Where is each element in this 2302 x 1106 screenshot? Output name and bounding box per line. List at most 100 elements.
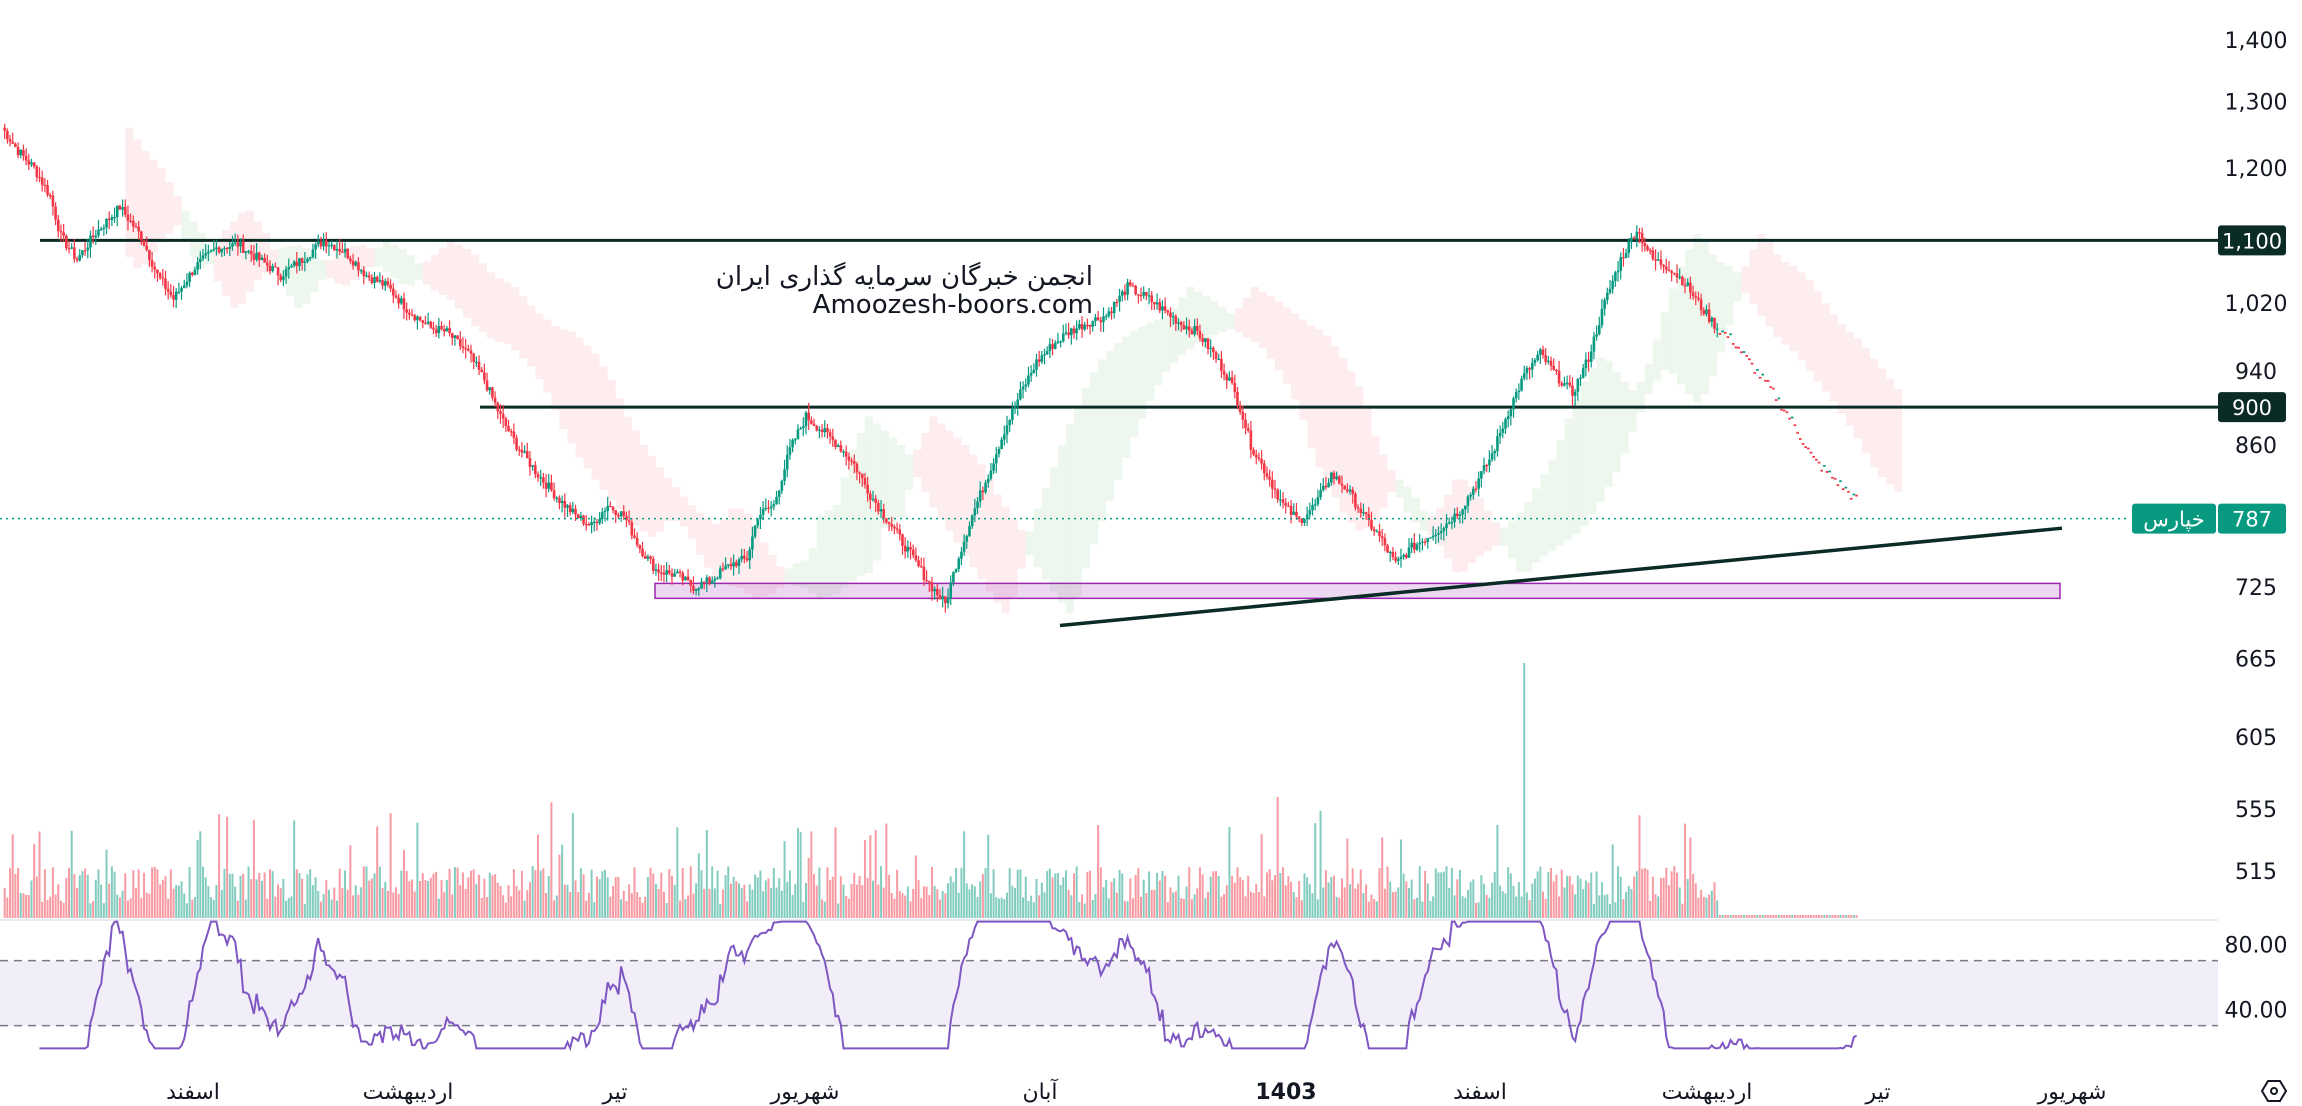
candle-body xyxy=(633,535,636,538)
volume-bar xyxy=(1056,873,1059,918)
candle-body xyxy=(705,577,709,583)
candle-body xyxy=(266,262,269,266)
volume-bar xyxy=(1721,915,1724,918)
volume-bar xyxy=(1215,871,1218,918)
candle-body xyxy=(46,185,49,195)
cloud-segment xyxy=(237,212,246,304)
candle-body xyxy=(1228,377,1231,381)
time-axis[interactable]: اسفند اردیبهشت تیر شهریور آبان 1403 اسفند اردیب… xyxy=(166,1078,2106,1105)
candle-body xyxy=(1453,513,1456,523)
candle-body xyxy=(1204,338,1207,342)
settings-icon[interactable] xyxy=(2260,1080,2288,1102)
volume-bar xyxy=(1606,894,1609,918)
candle-body xyxy=(1169,312,1172,318)
volume-bar xyxy=(129,898,132,918)
cloud-segment xyxy=(1178,297,1187,356)
candle-body xyxy=(938,595,942,600)
candle-body xyxy=(930,582,934,592)
volume-bar xyxy=(845,895,848,918)
candle-body xyxy=(354,262,358,266)
volume-bar xyxy=(644,896,647,918)
volume-bar xyxy=(1777,915,1780,918)
candle-body xyxy=(472,353,475,362)
candle-body xyxy=(1083,324,1087,330)
candle-body xyxy=(1437,533,1440,535)
candle-body xyxy=(611,506,615,511)
volume-bar xyxy=(1239,877,1242,918)
candle-body xyxy=(1268,476,1271,480)
candle-body xyxy=(799,428,802,430)
candle-body xyxy=(914,555,918,561)
volume-bar xyxy=(1831,915,1834,918)
trendline[interactable] xyxy=(1059,526,2063,628)
volume-bar xyxy=(1247,875,1250,918)
candle-body xyxy=(729,564,733,567)
candle-body xyxy=(65,235,68,249)
candle-body xyxy=(874,498,877,503)
candle-body xyxy=(27,160,31,165)
candle-body xyxy=(670,573,674,577)
candle-body xyxy=(501,413,505,419)
cloud-segment xyxy=(1451,479,1460,573)
volume-bar xyxy=(3,887,6,918)
cloud-segment xyxy=(1098,359,1107,522)
price-axis[interactable]: 1,4001,3001,2001,02094086072566560555551… xyxy=(2225,29,2288,885)
volume-bar xyxy=(1257,892,1260,918)
cloud-segment xyxy=(1588,368,1597,515)
horizontal-levels[interactable] xyxy=(40,238,2218,409)
candle-body xyxy=(520,449,524,453)
candle-body xyxy=(933,589,936,592)
cloud-segment xyxy=(655,467,664,532)
volume-bar xyxy=(1509,873,1512,918)
volume-bar xyxy=(1718,915,1721,918)
volume-bar xyxy=(842,884,845,918)
candle-body xyxy=(1147,295,1151,297)
volume-bar xyxy=(628,884,631,918)
cloud-segment xyxy=(1009,518,1018,597)
candle-body xyxy=(1335,476,1338,479)
volume-bar xyxy=(920,897,923,918)
candle-body xyxy=(413,315,417,321)
volume-bar xyxy=(378,866,381,918)
volume-bar xyxy=(1525,892,1528,918)
candle-body xyxy=(718,568,722,579)
volume-bar xyxy=(1456,879,1459,918)
candle-body xyxy=(185,281,189,286)
candle-body xyxy=(81,250,84,256)
candle-body xyxy=(852,460,856,464)
trendline-line[interactable] xyxy=(1059,526,2063,628)
settings-icon-wrap[interactable] xyxy=(2260,1080,2288,1102)
volume-bar xyxy=(756,877,759,918)
volume-bar xyxy=(1367,901,1370,918)
candle-body xyxy=(643,556,647,559)
volume-bar xyxy=(279,888,282,918)
volume-bar xyxy=(1014,887,1017,918)
volume-bar xyxy=(703,888,706,918)
cloud-segment xyxy=(1540,474,1549,557)
volume-bar xyxy=(1544,898,1547,918)
candle-body xyxy=(19,150,23,156)
candle-body xyxy=(1691,292,1695,297)
cloud-segment xyxy=(712,524,721,579)
candle-body xyxy=(984,482,987,493)
candle-body xyxy=(871,498,875,500)
candle-body xyxy=(400,298,403,304)
level-price-tag-label: 900 xyxy=(2232,396,2272,420)
candle-body xyxy=(1415,544,1419,550)
volume-bar xyxy=(1265,872,1268,918)
volume-bar xyxy=(579,868,582,918)
candle-body xyxy=(1573,391,1577,396)
cloud-segment xyxy=(1749,249,1758,304)
volume-bar xyxy=(1724,915,1727,918)
volume-bar xyxy=(1496,824,1499,918)
cloud-segment xyxy=(969,454,978,568)
candle-body xyxy=(743,555,746,559)
volume-bar xyxy=(207,885,210,918)
candle-body xyxy=(726,564,730,566)
candle-body xyxy=(1413,542,1416,550)
candle-body xyxy=(1496,436,1499,452)
volume-bar xyxy=(1046,871,1049,918)
candle-body xyxy=(1238,405,1242,412)
candle-body xyxy=(1431,535,1435,538)
